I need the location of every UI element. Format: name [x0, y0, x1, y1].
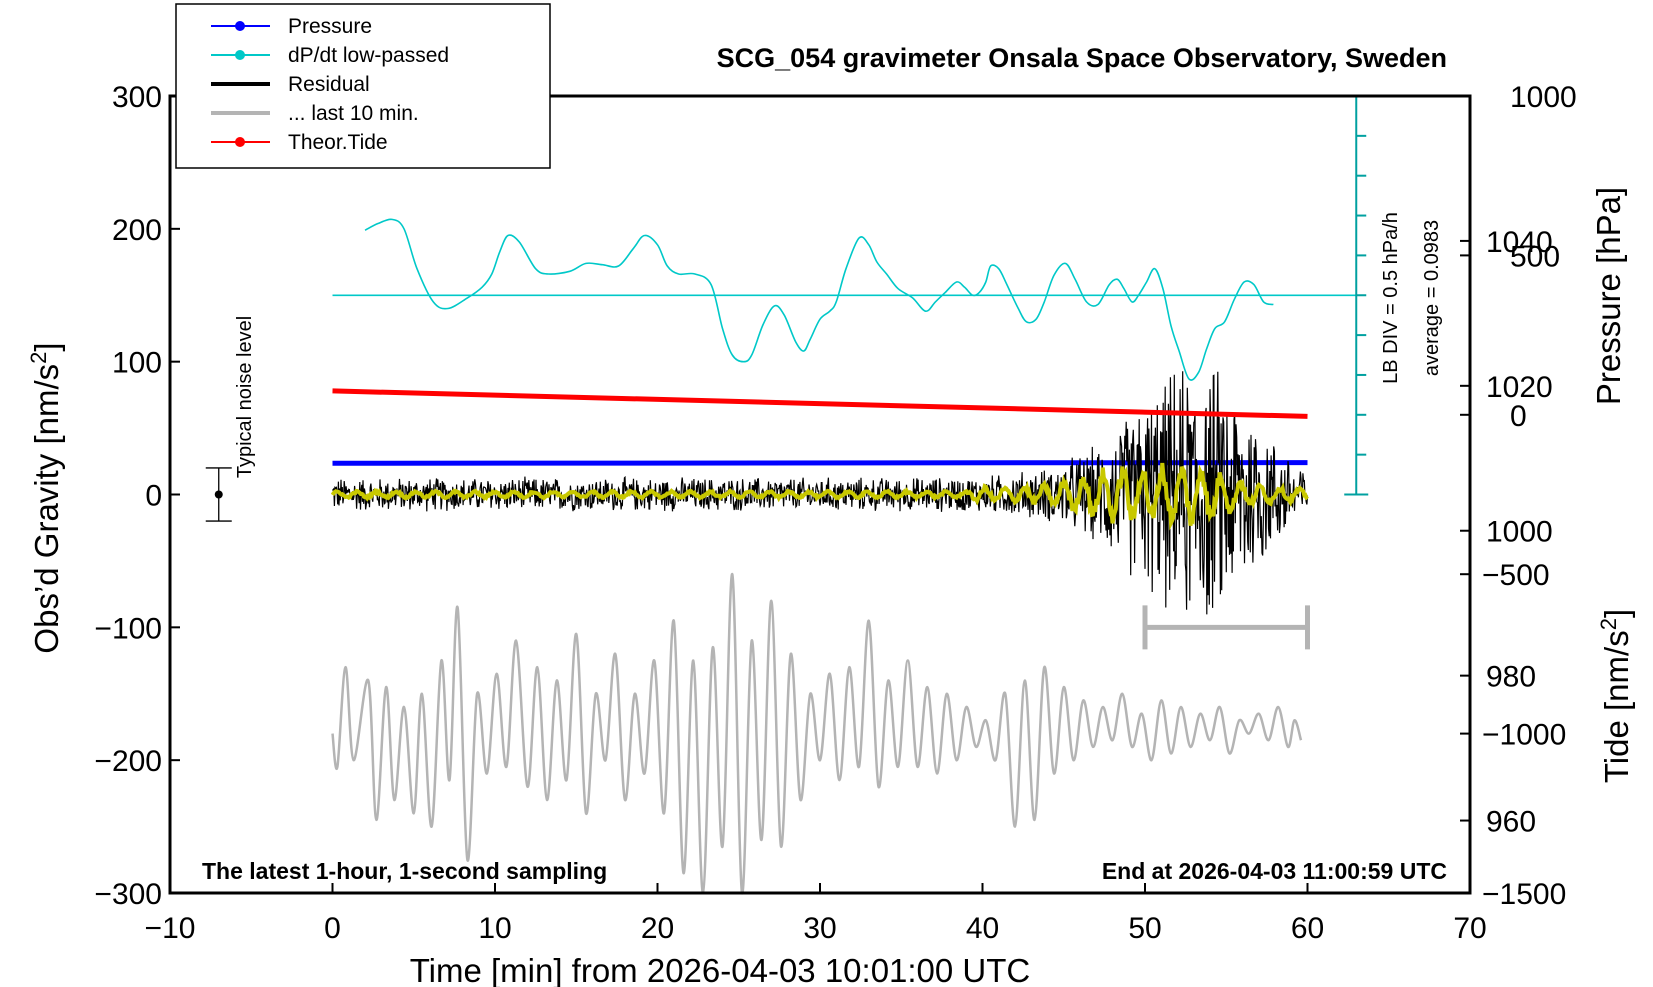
legend: Pressure dP/dt low-passed Residual ... last… — [175, 3, 551, 169]
noise-label: Typical noise level — [234, 316, 256, 478]
y-tide-tick-label: 1000 — [1510, 81, 1577, 114]
y-left-tick-label: −200 — [94, 745, 162, 778]
y-pressure-tick-label: 1020 — [1486, 371, 1553, 404]
y-tide-tick-label: −1500 — [1482, 878, 1566, 911]
legend-marker — [235, 137, 245, 147]
legend-marker — [235, 21, 245, 31]
x-axis-label: Time [min] from 2026-04-03 10:01:00 UTC — [410, 952, 1031, 987]
note-sampling: The latest 1-hour, 1-second sampling — [202, 858, 607, 884]
note-end-time: End at 2026-04-03 11:00:59 UTC — [1102, 858, 1447, 884]
y-axis-label-left: Obs’d Gravity [nm/s2] — [26, 342, 66, 653]
x-tick-label: 70 — [1453, 912, 1486, 945]
noise-bar-dot — [214, 490, 223, 499]
series-layer — [205, 95, 1369, 895]
average-label: average = 0.0983 — [1421, 220, 1443, 376]
legend-label: Residual — [288, 73, 370, 96]
x-tick-label: 40 — [966, 912, 999, 945]
series-dp-dt-low-passed — [364, 218, 1274, 381]
y-left-tick-label: 100 — [112, 347, 162, 380]
y-left-tick-label: −100 — [94, 612, 162, 645]
axes-layer: −10 0 10 20 30 40 50 60 70−300−200−1000100200300… — [94, 81, 1576, 945]
y-tide-tick-label: 500 — [1510, 240, 1560, 273]
series-last-10-min — [331, 572, 1303, 895]
y-tide-tick-label: −1000 — [1482, 719, 1566, 752]
y-tide-tick-label: −500 — [1482, 559, 1550, 592]
y-pressure-tick-label: 980 — [1486, 661, 1536, 694]
lb-div-label: LB DIV = 0.5 hPa/h — [1380, 212, 1402, 384]
y-left-tick-label: 200 — [112, 214, 162, 247]
y-axis-label-pressure: Pressure [hPa] — [1590, 187, 1627, 405]
y-pressure-tick-label: 960 — [1486, 806, 1536, 839]
y-pressure-tick-label: 1040 — [1486, 226, 1553, 259]
x-tick-label: 60 — [1291, 912, 1324, 945]
y-left-tick-label: −300 — [94, 878, 162, 911]
legend-label: Pressure — [288, 15, 372, 38]
x-tick-label: −10 — [145, 912, 196, 945]
x-tick-label: 20 — [641, 912, 674, 945]
y-tide-tick-label: 0 — [1510, 400, 1527, 433]
legend-label: dP/dt low-passed — [288, 44, 449, 67]
x-tick-label: 50 — [1128, 912, 1161, 945]
series-residual-low-passed — [330, 462, 1309, 531]
x-tick-label: 30 — [803, 912, 836, 945]
y-pressure-tick-label: 1000 — [1486, 516, 1553, 549]
x-tick-label: 10 — [478, 912, 511, 945]
y-axis-label-tide: Tide [nm/s2] — [1596, 609, 1636, 783]
series-theor-tide — [332, 388, 1308, 419]
legend-marker — [235, 50, 245, 60]
y-left-tick-label: 0 — [145, 480, 162, 513]
legend-label: ... last 10 min. — [288, 102, 419, 125]
legend-label: Theor.Tide — [288, 131, 388, 154]
y-left-tick-label: 300 — [112, 81, 162, 114]
x-tick-label: 0 — [324, 912, 341, 945]
chart-title: SCG_054 gravimeter Onsala Space Observat… — [717, 43, 1447, 73]
